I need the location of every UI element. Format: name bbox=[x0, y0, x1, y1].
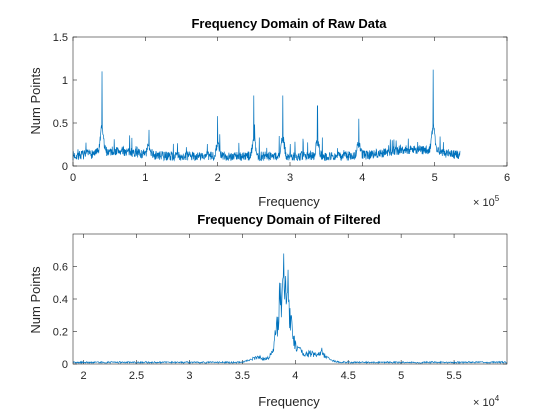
subplot-filtered-xtick-label: 4.5 bbox=[341, 370, 356, 382]
subplot-raw-xtick-label: 3 bbox=[287, 172, 293, 184]
subplot-raw-trace bbox=[72, 69, 461, 162]
subplot-filtered-xtick-label: 5.5 bbox=[446, 370, 461, 382]
subplot-filtered-x-exponent: × 104 bbox=[473, 394, 500, 409]
subplot-raw-ytick-label: 0.5 bbox=[53, 118, 68, 130]
subplot-raw-ytick-label: 1 bbox=[62, 75, 68, 87]
subplot-raw-xlabel: Frequency bbox=[258, 194, 320, 209]
subplot-raw-xtick-label: 6 bbox=[504, 172, 510, 184]
subplot-filtered-ytick-label: 0 bbox=[62, 359, 68, 371]
subplot-filtered-ylabel: Num Points bbox=[28, 266, 43, 334]
subplot-filtered-title: Frequency Domain of Filtered bbox=[197, 212, 381, 227]
subplot-filtered: Frequency Domain of Filtered Frequency N… bbox=[28, 212, 508, 409]
subplot-filtered-axes-box bbox=[72, 233, 508, 365]
subplot-raw-xtick-label: 2 bbox=[215, 172, 221, 184]
subplot-raw-xtick-label: 4 bbox=[359, 172, 365, 184]
subplot-filtered-xlabel: Frequency bbox=[258, 394, 320, 409]
subplot-raw-x-exponent: × 105 bbox=[473, 194, 500, 209]
subplot-filtered-ytick-label: 0.4 bbox=[53, 294, 68, 306]
subplot-filtered-xtick-label: 2.5 bbox=[129, 370, 144, 382]
subplot-raw-title: Frequency Domain of Raw Data bbox=[191, 16, 387, 31]
subplot-filtered-xtick-label: 5 bbox=[398, 370, 404, 382]
subplot-raw-xtick-label: 0 bbox=[70, 172, 76, 184]
subplot-raw-xtick-label: 1 bbox=[142, 172, 148, 184]
subplot-filtered-x-exponent-power: 4 bbox=[495, 394, 500, 403]
subplot-raw-xtick-label: 5 bbox=[432, 172, 438, 184]
subplot-raw-axes-box bbox=[72, 36, 508, 167]
subplot-raw-ytick-label: 0 bbox=[62, 161, 68, 173]
subplot-raw-x-exponent-base: × 10 bbox=[473, 197, 495, 209]
subplot-filtered-xtick-label: 3.5 bbox=[235, 370, 250, 382]
subplot-raw-ticks: 0 1 2 3 4 5 6 0 0.5 1 1.5 bbox=[53, 32, 510, 184]
subplot-filtered-xtick-label: 3 bbox=[186, 370, 192, 382]
subplot-raw-ytick-label: 1.5 bbox=[53, 32, 68, 44]
subplot-filtered-x-exponent-base: × 10 bbox=[473, 397, 495, 409]
subplot-filtered-trace bbox=[72, 253, 508, 365]
subplot-filtered-ytick-label: 0.6 bbox=[53, 262, 68, 274]
subplot-filtered-xtick-label: 2 bbox=[81, 370, 87, 382]
subplot-raw-data: Frequency Domain of Raw Data Frequency N… bbox=[28, 16, 510, 209]
subplot-raw-x-exponent-power: 5 bbox=[495, 194, 500, 203]
subplot-raw-ylabel: Num Points bbox=[28, 67, 43, 135]
subplot-filtered-ytick-label: 0.2 bbox=[53, 327, 68, 339]
subplot-filtered-ticks: 2 2.5 3 3.5 4 4.5 5 5.5 0 0.2 0.4 0.6 bbox=[53, 234, 507, 382]
subplot-filtered-xtick-label: 4 bbox=[292, 370, 298, 382]
